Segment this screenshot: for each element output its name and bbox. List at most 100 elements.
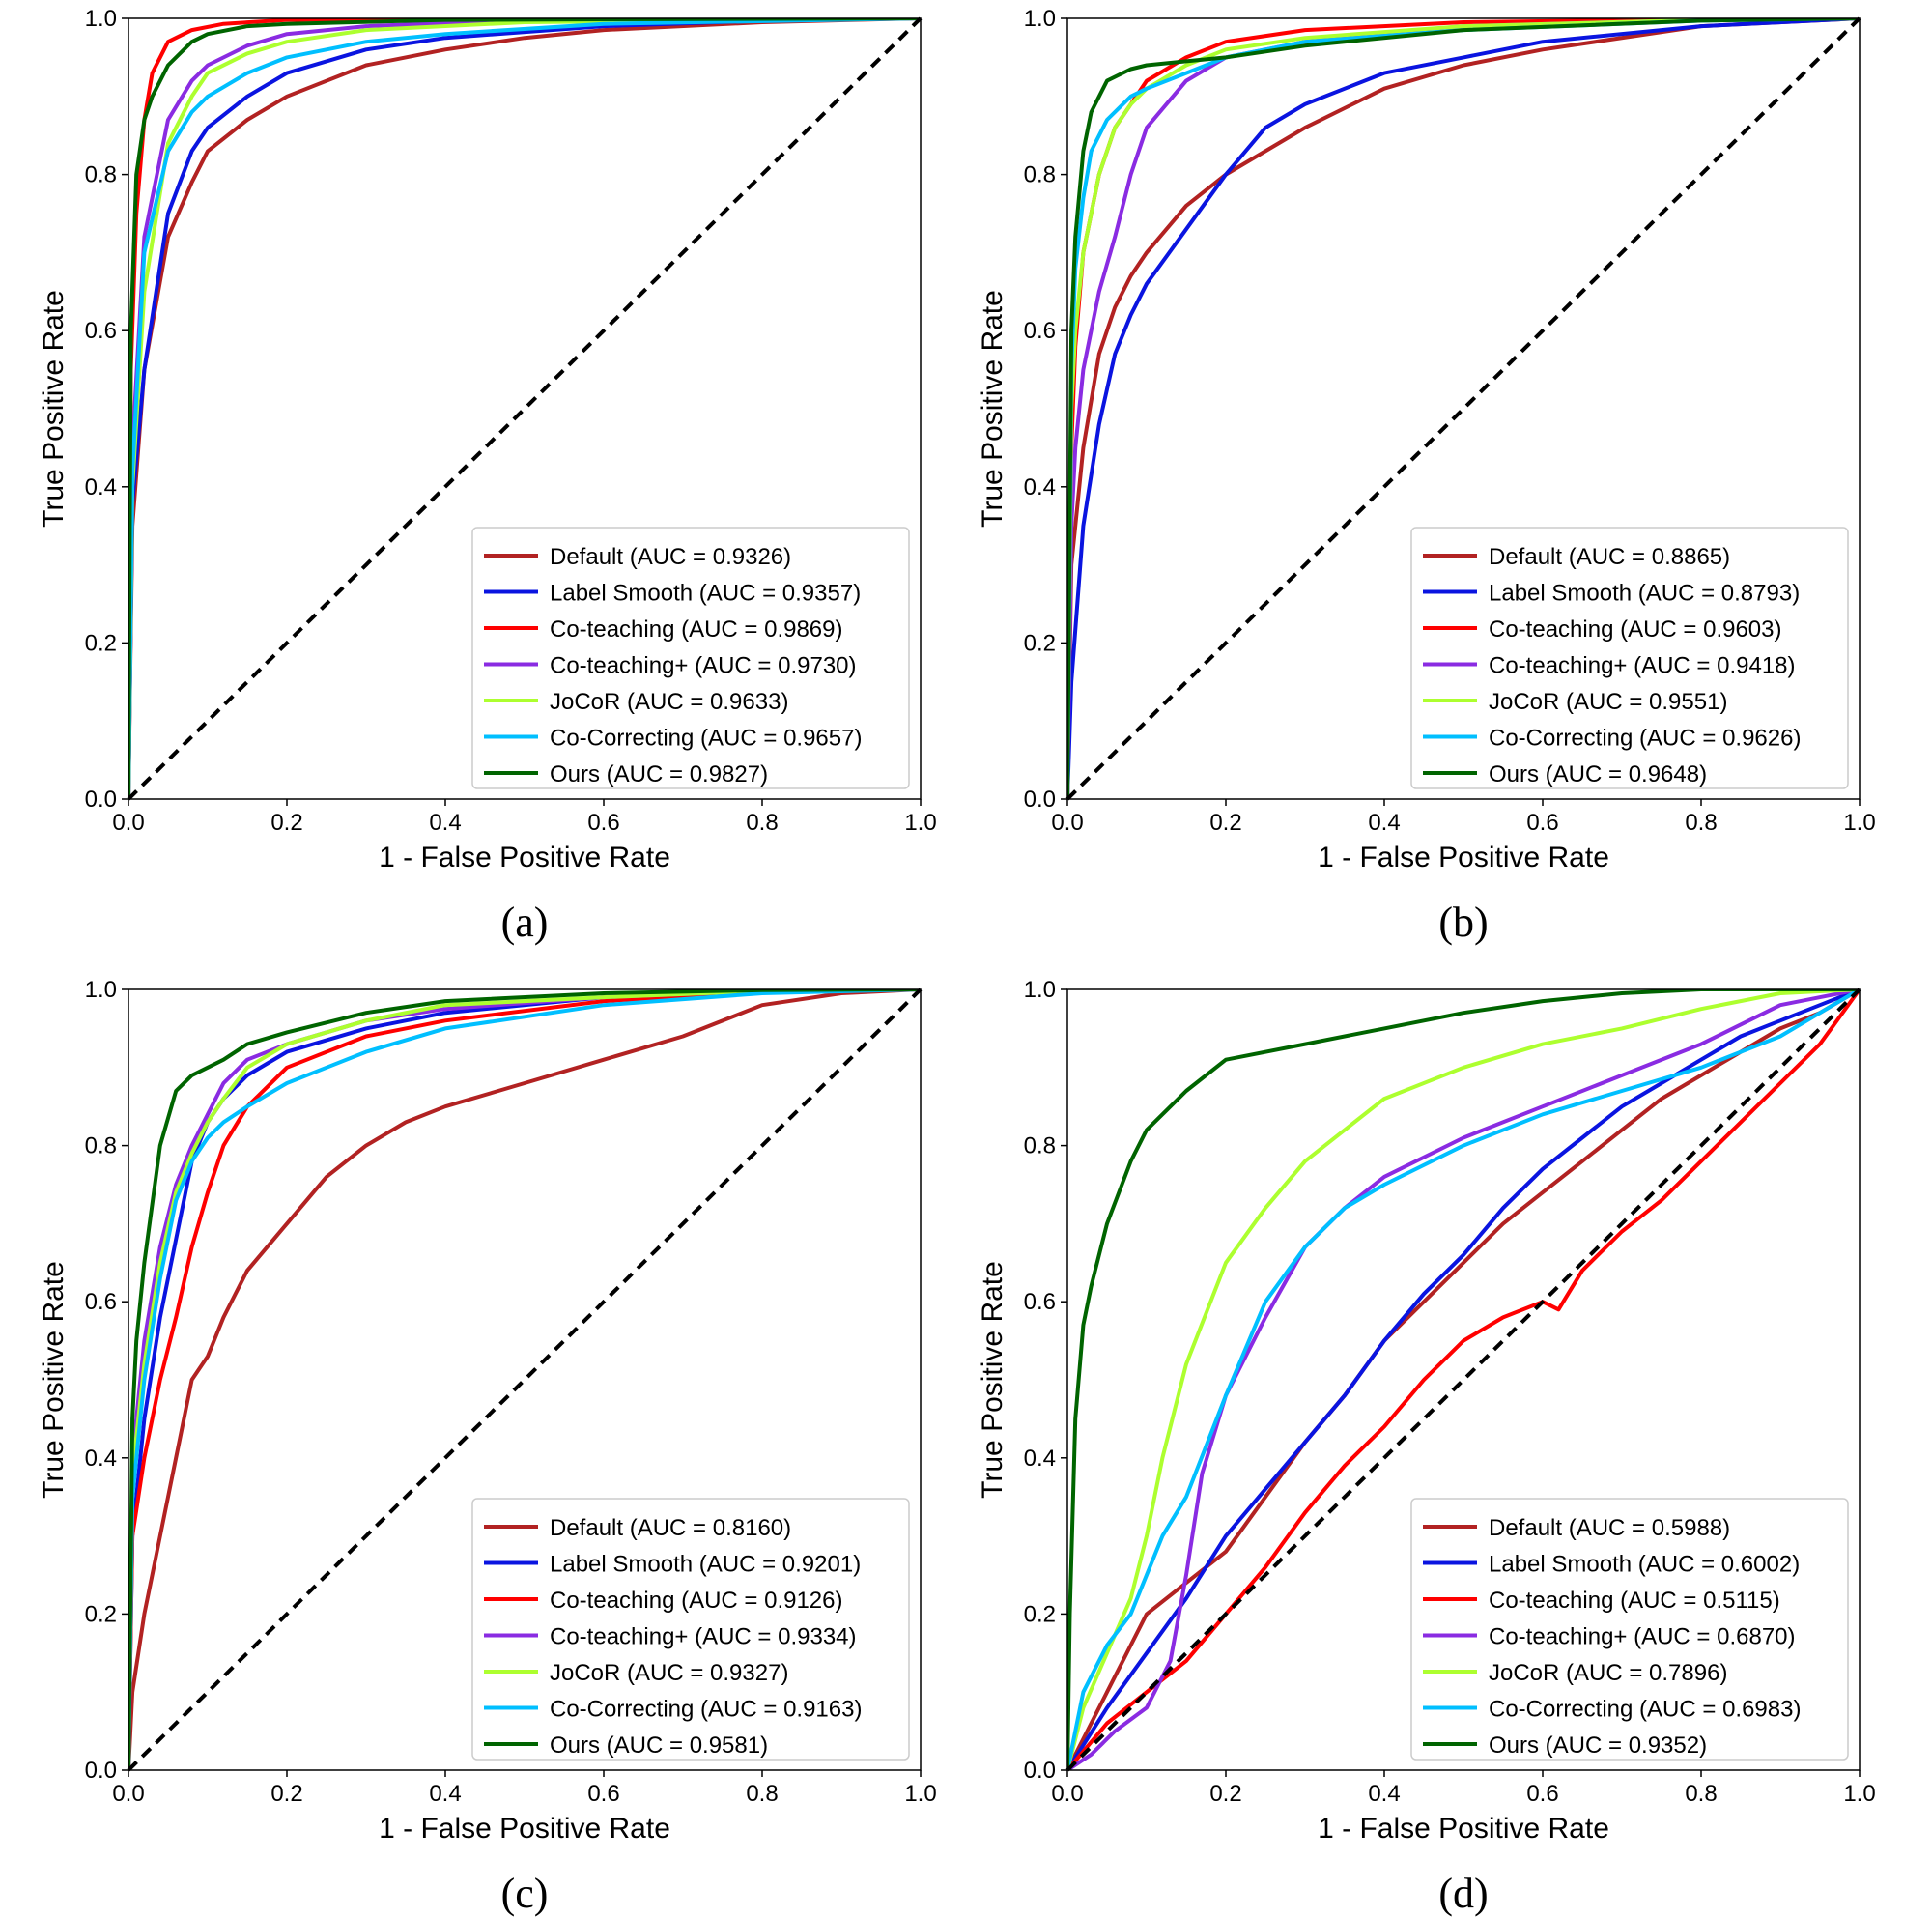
x-axis-title: 1 - False Positive Rate xyxy=(379,842,670,873)
x-tick-label: 0.4 xyxy=(1368,1781,1400,1807)
roc-curve-series-7 xyxy=(1067,18,1860,799)
y-tick-label: 0.6 xyxy=(1024,1289,1056,1315)
legend-box xyxy=(471,527,910,789)
legend-entry-label: Co-Correcting (AUC = 0.9657) xyxy=(550,726,862,752)
panel-caption: (b) xyxy=(1438,899,1488,946)
y-tick-label: 0.4 xyxy=(1024,1446,1056,1472)
plot-frame xyxy=(128,988,922,1771)
roc-curve-series-5 xyxy=(128,989,921,1770)
legend-entry-label: Co-teaching (AUC = 0.9869) xyxy=(550,616,843,643)
legend: Default (AUC = 0.8865) Label Smooth (AUC … xyxy=(1410,527,1849,789)
legend: Default (AUC = 0.5988) Label Smooth (AUC … xyxy=(1410,1498,1849,1761)
x-tick-label: 0.8 xyxy=(746,1781,778,1807)
panel-caption: (c) xyxy=(501,1870,549,1917)
roc-curve-series-3 xyxy=(128,989,921,1770)
x-tick-label: 0.6 xyxy=(1526,810,1558,836)
y-tick-label: 0.4 xyxy=(85,1446,117,1472)
chance-diagonal-line xyxy=(1065,988,1861,1772)
y-axis-title: True Positive Rate xyxy=(977,290,1009,528)
x-tick-label: 0.0 xyxy=(1051,810,1083,836)
chance-diagonal-line xyxy=(1065,16,1861,801)
chance-diagonal-line xyxy=(127,16,923,801)
x-tick-label: 0.2 xyxy=(270,810,302,836)
panel-caption: (d) xyxy=(1438,1870,1488,1917)
legend-entry-label: Co-Correcting (AUC = 0.9163) xyxy=(550,1697,862,1723)
x-tick-label: 1.0 xyxy=(1843,1781,1875,1807)
roc-panel-b: 0.0 0.2 0.4 0.6 0.8 1.0 0.0 0.2 0.4 0.6 0.8 1.0 1 - … xyxy=(977,6,1876,946)
x-tick-label: 0.8 xyxy=(1685,810,1717,836)
roc-curve-series-2 xyxy=(128,18,921,799)
roc-curve-series-3 xyxy=(1067,989,1860,1770)
legend: Default (AUC = 0.9326) Label Smooth (AUC … xyxy=(471,527,910,789)
legend-entry-label: Co-teaching (AUC = 0.9126) xyxy=(550,1588,843,1614)
y-tick-label: 1.0 xyxy=(1024,6,1056,32)
y-axis-title: True Positive Rate xyxy=(38,290,70,528)
x-tick-label: 1.0 xyxy=(1843,810,1875,836)
legend-entry-label: JoCoR (AUC = 0.9633) xyxy=(550,689,788,715)
legend-box xyxy=(1410,527,1849,789)
legend-box xyxy=(1410,1498,1849,1761)
roc-curve-series-7 xyxy=(1067,989,1860,1770)
legend-entry-label: Ours (AUC = 0.9648) xyxy=(1489,761,1707,787)
x-tick-label: 0.4 xyxy=(429,810,461,836)
legend-entry-label: Label Smooth (AUC = 0.9357) xyxy=(550,581,861,607)
roc-curve-series-5 xyxy=(1067,989,1860,1770)
legend-entry-label: JoCoR (AUC = 0.7896) xyxy=(1489,1660,1727,1686)
legend-entry-label: Default (AUC = 0.5988) xyxy=(1489,1515,1730,1541)
y-tick-label: 0.6 xyxy=(85,1289,117,1315)
x-tick-label: 0.4 xyxy=(1368,810,1400,836)
plot-frame xyxy=(128,17,922,800)
x-tick-label: 0.8 xyxy=(1685,1781,1717,1807)
plot-frame xyxy=(1066,988,1861,1771)
legend-entry-label: Co-teaching+ (AUC = 0.9334) xyxy=(550,1624,857,1650)
legend-entry-label: Label Smooth (AUC = 0.8793) xyxy=(1489,581,1800,607)
y-tick-label: 0.8 xyxy=(85,162,117,188)
x-tick-label: 0.2 xyxy=(1209,1781,1241,1807)
legend-entry-label: Co-teaching (AUC = 0.9603) xyxy=(1489,616,1782,643)
x-tick-label: 0.2 xyxy=(1209,810,1241,836)
roc-curve-series-1 xyxy=(1067,18,1860,799)
x-tick-label: 0.0 xyxy=(112,810,144,836)
y-tick-label: 0.0 xyxy=(85,1758,117,1784)
y-axis-title: True Positive Rate xyxy=(38,1261,70,1499)
legend-entry-label: Label Smooth (AUC = 0.6002) xyxy=(1489,1552,1800,1578)
roc-panel-d: 0.0 0.2 0.4 0.6 0.8 1.0 0.0 0.2 0.4 0.6 0.8 1.0 1 - … xyxy=(977,977,1876,1917)
x-tick-label: 0.6 xyxy=(1526,1781,1558,1807)
legend-entry-label: Ours (AUC = 0.9581) xyxy=(550,1732,768,1759)
legend-entry-label: Co-teaching+ (AUC = 0.6870) xyxy=(1489,1624,1796,1650)
chance-diagonal-line xyxy=(127,988,923,1772)
legend: Default (AUC = 0.8160) Label Smooth (AUC … xyxy=(471,1498,910,1761)
y-tick-label: 1.0 xyxy=(1024,977,1056,1003)
roc-curve-series-6 xyxy=(1067,989,1860,1770)
y-tick-label: 0.0 xyxy=(1024,787,1056,813)
y-tick-label: 0.8 xyxy=(1024,162,1056,188)
legend-entry-label: Label Smooth (AUC = 0.9201) xyxy=(550,1552,861,1578)
x-axis-title: 1 - False Positive Rate xyxy=(1318,842,1609,873)
y-tick-label: 0.2 xyxy=(85,1601,117,1627)
legend-entry-label: Co-teaching (AUC = 0.5115) xyxy=(1489,1588,1780,1614)
x-tick-label: 0.6 xyxy=(587,1781,619,1807)
roc-curve-series-2 xyxy=(1067,989,1860,1770)
roc-curve-series-7 xyxy=(128,989,921,1770)
y-tick-label: 1.0 xyxy=(85,977,117,1003)
roc-curve-series-4 xyxy=(1067,989,1860,1770)
legend-entry-label: Co-teaching+ (AUC = 0.9418) xyxy=(1489,653,1796,679)
x-tick-label: 0.0 xyxy=(112,1781,144,1807)
y-axis-title: True Positive Rate xyxy=(977,1261,1009,1499)
x-tick-label: 0.4 xyxy=(429,1781,461,1807)
y-tick-label: 0.0 xyxy=(85,787,117,813)
roc-curve-series-1 xyxy=(1067,989,1860,1770)
roc-panel-a: 0.0 0.2 0.4 0.6 0.8 1.0 0.0 0.2 0.4 0.6 0.8 1.0 1 - … xyxy=(38,6,937,946)
legend-entry-label: Co-teaching+ (AUC = 0.9730) xyxy=(550,653,857,679)
legend-entry-label: JoCoR (AUC = 0.9551) xyxy=(1489,689,1727,715)
y-tick-label: 1.0 xyxy=(85,6,117,32)
roc-curve-series-6 xyxy=(128,18,921,799)
y-tick-label: 0.2 xyxy=(1024,630,1056,656)
y-tick-label: 0.8 xyxy=(85,1133,117,1159)
legend-entry-label: Default (AUC = 0.8160) xyxy=(550,1515,791,1541)
legend-entry-label: Default (AUC = 0.9326) xyxy=(550,544,791,570)
y-tick-label: 0.6 xyxy=(1024,318,1056,344)
legend-entry-label: Ours (AUC = 0.9827) xyxy=(550,761,768,787)
legend-entry-label: Default (AUC = 0.8865) xyxy=(1489,544,1730,570)
